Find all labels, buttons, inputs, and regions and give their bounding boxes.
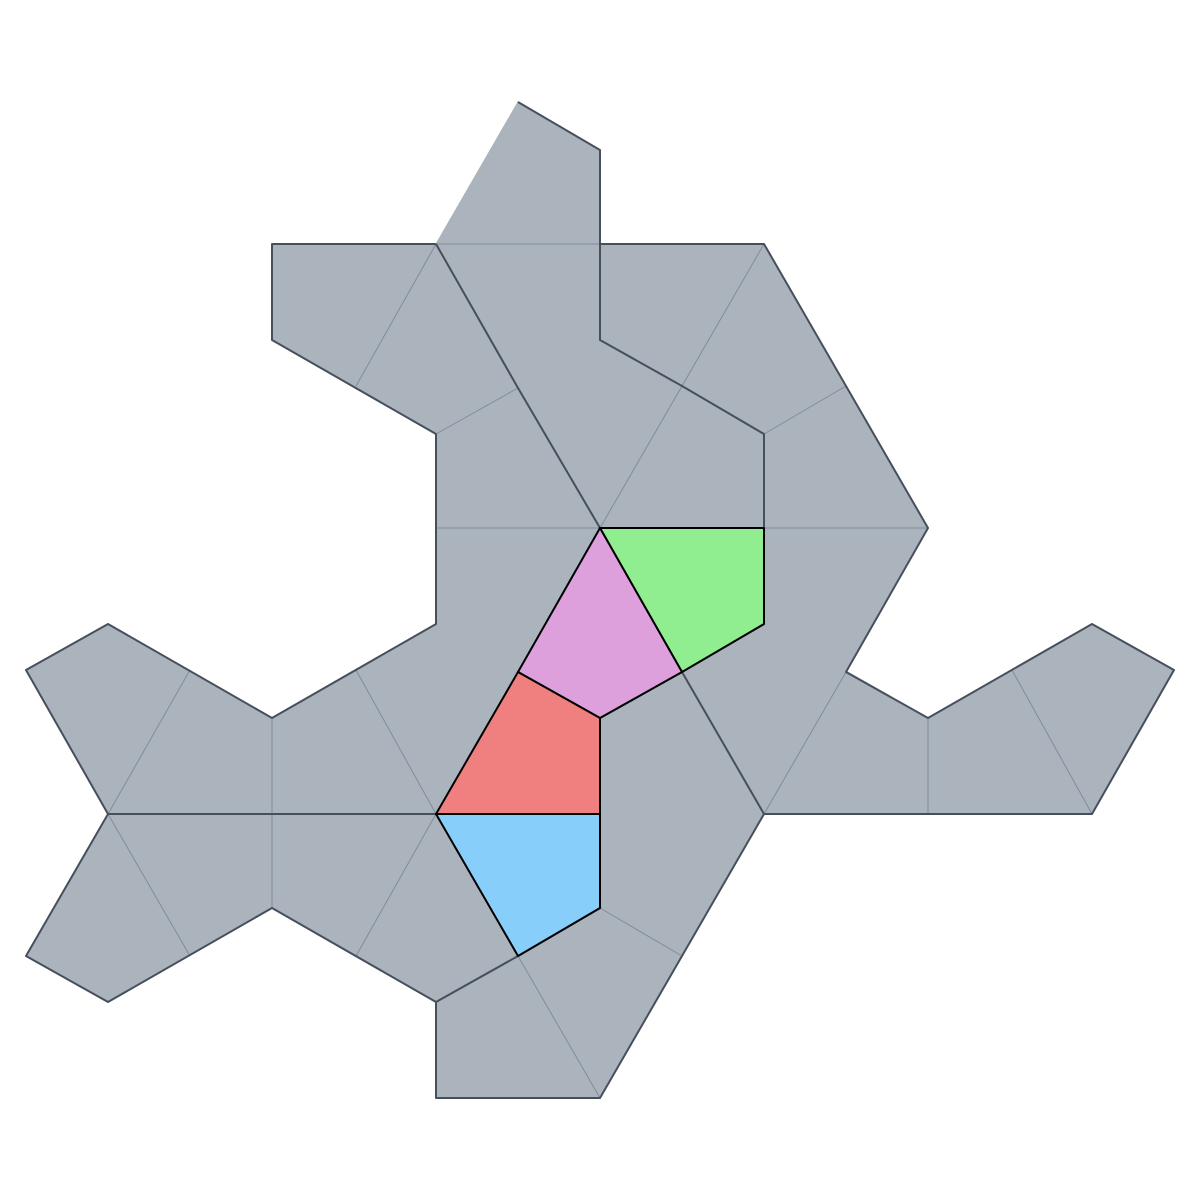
tile-far-right (928, 624, 1174, 814)
tile-right-mid (764, 386, 928, 672)
tile-lower-far-left (26, 814, 272, 1002)
tile-far-left (26, 624, 272, 814)
